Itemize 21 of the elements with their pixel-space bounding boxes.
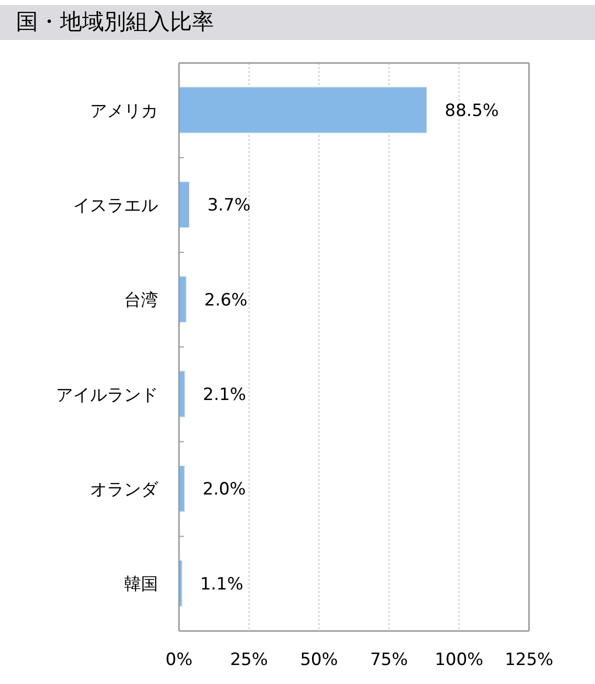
y-tick-label: オランダ bbox=[90, 480, 159, 500]
x-tick-label: 0% bbox=[166, 650, 192, 670]
bar bbox=[179, 86, 428, 134]
data-label: 1.1% bbox=[200, 574, 244, 594]
data-label: 3.7% bbox=[207, 196, 251, 216]
x-tick-label: 25% bbox=[230, 650, 268, 670]
x-tick-label: 75% bbox=[370, 650, 408, 670]
y-tick-label: イスラエル bbox=[73, 196, 158, 216]
x-tick-label: 125% bbox=[504, 650, 554, 670]
x-tick-label: 50% bbox=[300, 650, 338, 670]
y-tick-label: 韓国 bbox=[124, 574, 158, 595]
y-tick-label: アメリカ bbox=[90, 101, 158, 122]
data-label: 2.0% bbox=[202, 480, 246, 500]
data-label: 2.1% bbox=[202, 385, 246, 406]
y-tick-label: アイルランド bbox=[56, 385, 158, 406]
data-label: 88.5% bbox=[444, 101, 499, 122]
y-tick-label: 台湾 bbox=[124, 290, 158, 311]
x-tick-label: 100% bbox=[434, 650, 484, 670]
chart-title: 国・地域別組入比率 bbox=[16, 9, 214, 36]
bar bbox=[179, 181, 190, 228]
data-label: 2.6% bbox=[204, 290, 248, 310]
